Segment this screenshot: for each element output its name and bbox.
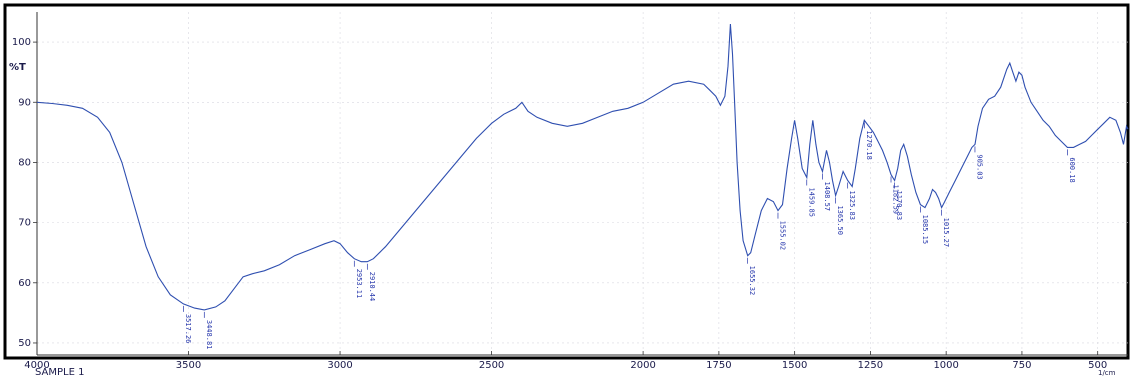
y-tick-label: 70 xyxy=(18,218,31,229)
series-layer xyxy=(36,23,1129,311)
peak-label: 1459.85 xyxy=(807,187,815,217)
peak-label: 1015.27 xyxy=(942,218,950,248)
x-tick-label: 500 xyxy=(1088,360,1107,371)
x-tick-label: 1250 xyxy=(858,360,883,371)
peak-label: 3448.81 xyxy=(205,320,213,350)
peak-label: 1408.57 xyxy=(823,182,831,212)
peak-label: 1182.59 xyxy=(892,185,900,215)
x-tick-label: 750 xyxy=(1012,360,1031,371)
x-tick-label: 3500 xyxy=(176,360,201,371)
peak-label: 1365.50 xyxy=(836,205,844,235)
peak-label: 1085.15 xyxy=(921,215,929,245)
x-tick-label: 4000 xyxy=(24,360,49,371)
x-tick-label: 1500 xyxy=(782,360,807,371)
y-tick-label: 100 xyxy=(12,37,31,48)
peak-label: 905.03 xyxy=(976,154,984,179)
spectrum-line xyxy=(36,23,1129,311)
y-tick-label: 50 xyxy=(18,338,31,349)
grid-layer xyxy=(33,12,1128,356)
peak-label: 3517.26 xyxy=(184,314,192,344)
peak-label: 600.18 xyxy=(1068,157,1076,182)
peak-label: 1325.83 xyxy=(848,190,856,220)
peak-label: 1555.02 xyxy=(779,221,787,251)
footer-left-label: SAMPLE 1 xyxy=(35,367,84,378)
x-tick-label: 1750 xyxy=(706,360,731,371)
peak-label: 1170.83 xyxy=(895,191,903,221)
plot-frame xyxy=(3,3,1130,360)
y-tick-label: 60 xyxy=(18,278,31,289)
x-tick-label: 2500 xyxy=(479,360,504,371)
peak-label: 1270.18 xyxy=(865,130,873,160)
x-tick-label: 2000 xyxy=(630,360,655,371)
y-tick-label: 80 xyxy=(18,157,31,168)
peak-label: 2953.11 xyxy=(355,269,363,299)
peak-label: 1655.32 xyxy=(748,266,756,296)
tick-labels: 100 90 80 70 60 50 4000 3500 3000 2500 2000 1750 150… xyxy=(12,37,1107,371)
y-tick-label: 90 xyxy=(18,97,31,108)
footer-right-label: 1/cm xyxy=(1098,369,1116,377)
x-tick-label: 1000 xyxy=(933,360,958,371)
x-tick-label: 3000 xyxy=(327,360,352,371)
peak-label: 2910.44 xyxy=(368,272,376,302)
peak-labels: 3517.26 3448.81 2953.11 2910.44 1655.32 1555.… xyxy=(183,122,1076,349)
y-axis-label: %T xyxy=(9,62,26,73)
